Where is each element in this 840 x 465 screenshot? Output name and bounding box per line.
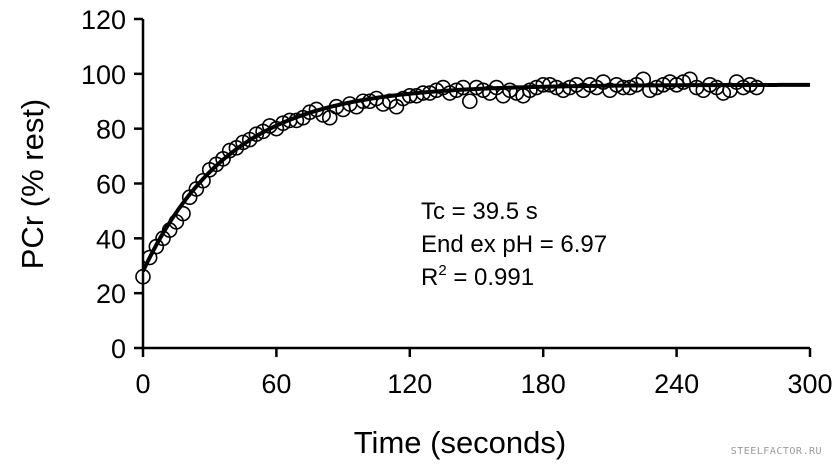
watermark: STEELFACTOR.RU (730, 446, 822, 457)
data-point (442, 85, 458, 101)
annotation-block: Tc = 39.5 s End ex pH = 6.97 R2 = 0.991 (421, 198, 607, 291)
annotation-r2-r: R (421, 264, 438, 291)
x-axis-title: Time (seconds) (354, 425, 566, 460)
y-axis-title: PCr (% rest) (15, 99, 50, 270)
x-tick-label: 240 (654, 369, 699, 399)
y-tick-label: 120 (81, 5, 126, 35)
fit-curve (141, 82, 811, 273)
x-tick-label: 300 (787, 369, 832, 399)
data-point (675, 74, 692, 90)
data-point (522, 82, 538, 99)
annotation-r2-value: = 0.991 (447, 264, 534, 291)
annotation-ph: End ex pH = 6.97 (421, 231, 607, 258)
x-ticks: 0 60 120 180 240 300 (135, 348, 833, 399)
annotation-tc: Tc = 39.5 s (421, 198, 538, 225)
data-point (555, 82, 572, 99)
y-tick-label: 20 (96, 279, 126, 309)
data-point (235, 134, 251, 151)
axes (141, 19, 810, 350)
annotation-r2: R2 = 0.991 (421, 262, 534, 291)
x-tick-label: 0 (135, 369, 150, 399)
x-tick-label: 180 (521, 369, 566, 399)
data-point (462, 93, 478, 110)
data-point (648, 79, 665, 96)
y-tick-label: 0 (111, 334, 126, 364)
x-tick-label: 60 (261, 369, 291, 399)
data-point (642, 82, 658, 99)
y-tick-label: 60 (96, 170, 126, 200)
data-point (502, 82, 518, 99)
y-tick-label: 40 (96, 224, 126, 254)
x-tick-label: 120 (387, 369, 432, 399)
y-ticks: 0 20 40 60 80 100 120 (81, 5, 143, 364)
annotation-r2-sup: 2 (438, 262, 446, 279)
y-tick-label: 100 (81, 60, 126, 90)
data-point (748, 79, 765, 96)
y-tick-label: 80 (96, 115, 126, 145)
